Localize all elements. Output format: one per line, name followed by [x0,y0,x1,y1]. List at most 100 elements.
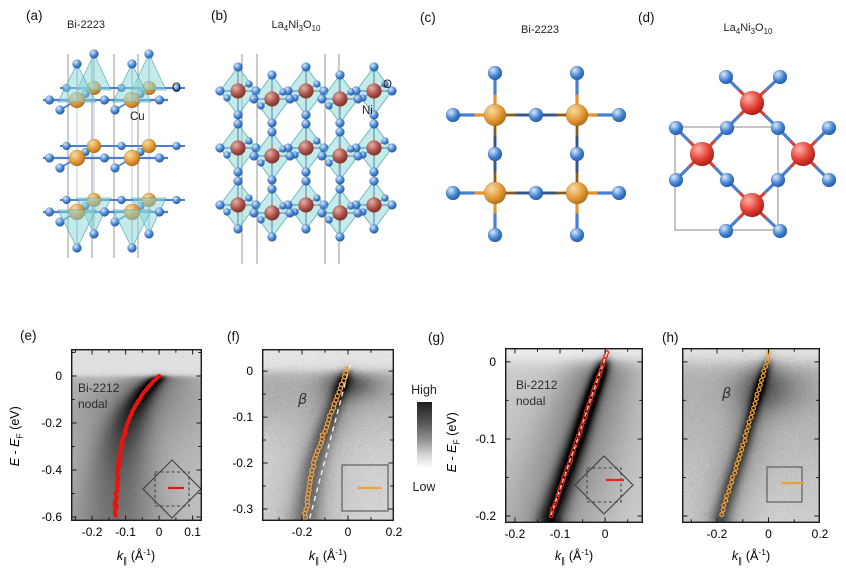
annotation-line: Bi-2212 [78,381,120,395]
atom-oxygen [381,194,389,202]
axis-symbol: k [308,549,316,564]
colorbar-low-label: Low [412,480,436,494]
atom-label-oxygen-a: O [172,82,181,94]
axis-sub: ∥ [123,555,128,566]
axis-unit: ) [342,549,348,564]
atom-oxygen [233,224,243,234]
panel-letter-d: (d) [638,10,655,25]
atom-copper [86,138,102,154]
atom-oxygen [719,120,735,136]
annotation-sample-g: Bi-2212 nodal [516,378,557,409]
crystal-plane-bi2223-topview [445,65,627,243]
atom-oxygen [353,208,363,218]
atom-oxygen [718,223,734,239]
atom-oxygen [249,94,259,104]
atom-copper [565,103,589,127]
y-tick-label: -0.3 [232,502,253,517]
atom-oxygen [285,94,295,104]
atom-oxygen [718,69,734,85]
atom-nickel [298,197,314,213]
axis-sub: F [14,433,25,439]
annotation-beta-band-f: β [298,392,308,408]
atom-copper [123,149,141,167]
atom-oxygen [257,216,265,224]
atom-oxygen [369,167,379,177]
atom-oxygen-apical [89,49,99,59]
atom-oxygen [347,202,355,210]
panel-letter-e: (e) [20,328,37,343]
atom-oxygen [772,223,788,239]
atom-nickel [366,140,382,156]
x-tick-label: 0 [765,527,772,541]
unit-cell-outline [494,114,578,194]
atom-nickel [230,83,246,99]
atom-oxygen-apical [89,229,99,239]
atom-oxygen [569,146,585,162]
y-tick-label: 0 [55,369,62,384]
atom-oxygen [172,83,181,93]
axis-unit: (Å [742,549,759,564]
x-tick-label: 0 [155,525,163,539]
atom-oxygen [99,95,110,105]
y-tick-label: -0.1 [475,431,496,446]
atom-oxygen [369,176,379,186]
atom-nickel [790,141,816,167]
atom-oxygen [353,151,363,161]
atom-oxygen [267,118,277,128]
arpes-panel-h [682,348,820,523]
atom-nickel [298,83,314,99]
atom-oxygen [279,88,287,96]
axis-symbol: E [7,438,22,447]
panel-title-d: La4Ni3O10 [723,22,772,36]
atom-oxygen [267,127,277,137]
atom-oxygen [487,227,503,243]
axis-sup: -1 [758,547,766,557]
annotation-line: Bi-2212 [516,378,558,392]
atom-nickel [366,83,382,99]
atom-oxygen [569,227,585,243]
atom-oxygen [387,86,397,96]
atom-oxygen [267,175,277,185]
atom-oxygen [313,194,321,202]
x-tick-label: 0 [601,527,609,541]
atom-oxygen [611,107,627,123]
atom-copper [68,149,86,167]
atom-oxygen [487,146,503,162]
atom-oxygen [172,141,181,151]
y-tick-label: -0.2 [41,416,62,431]
atom-oxygen [249,151,259,161]
atom-oxygen-apical [127,59,137,69]
annotation-line: nodal [78,396,108,411]
atom-oxygen [301,62,311,72]
panel-letter-h: (h) [662,330,679,345]
arpes-heatmap-canvas-g [505,348,643,523]
atom-oxygen [387,200,397,210]
x-tick-label: -0.2 [706,527,728,541]
axis-sup: -1 [581,547,589,557]
atom-oxygen [215,143,225,153]
atom-oxygen [313,80,321,88]
atom-oxygen [719,172,735,188]
atom-oxygen [117,141,126,151]
x-tick-label: 0.1 [184,525,201,539]
atom-oxygen [347,88,355,96]
formula-sub: 10 [311,24,321,34]
y-tick-label: -0.6 [41,510,62,524]
atom-oxygen [821,120,837,136]
atom-oxygen [325,102,333,110]
atom-nickel [230,140,246,156]
atom-oxygen [99,153,110,163]
cuo5-pyramid [112,63,152,103]
atom-oxygen [347,145,355,153]
atom-oxygen [313,137,321,145]
atom-oxygen [528,107,544,123]
atom-oxygen [325,159,333,167]
atom-oxygen [267,70,277,80]
atom-oxygen [223,208,231,216]
atom-oxygen [99,207,110,217]
arpes-heatmap-canvas-h [682,348,820,523]
atom-oxygen [369,224,379,234]
x-tick-label: -0.2 [291,525,313,539]
atom-oxygen [445,107,461,123]
y-tick-label: 0 [246,364,253,379]
